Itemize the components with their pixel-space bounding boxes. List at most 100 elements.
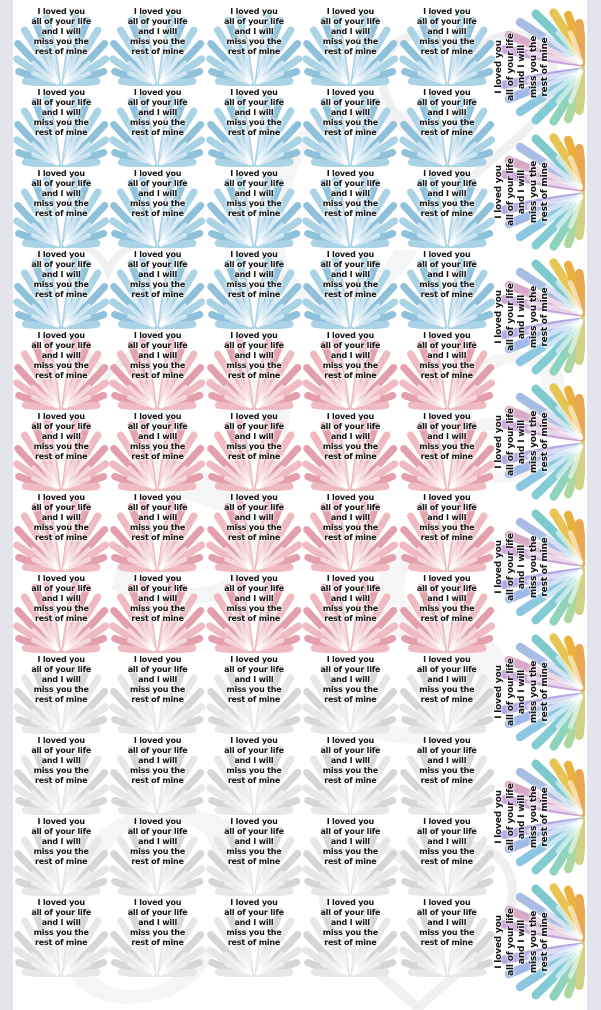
sticker-text-line: I loved you [37, 736, 86, 745]
angel-wings-icon [109, 903, 206, 977]
sticker-text-line: all of your life [31, 827, 92, 836]
memorial-wing-sticker-blue: I loved you all of your life and I will … [13, 248, 110, 329]
right-wing [61, 255, 110, 329]
rotated-sticker-wrapper: I loved you all of your life and I will … [491, 382, 585, 501]
left-wing [109, 12, 158, 86]
sticker-text-line: miss you the [226, 361, 282, 370]
left-wing [206, 498, 254, 572]
sticker-verse: I loved you all of your life and I will … [494, 383, 552, 501]
sticker-text-line: and I will [41, 918, 81, 927]
sticker-text-line: rest of mine [324, 47, 377, 56]
sticker-text-line: rest of mine [540, 286, 551, 347]
left-wing [206, 741, 254, 815]
left-wing [13, 336, 61, 410]
angel-wings-icon [206, 336, 302, 410]
sticker-text-line: I loved you [37, 88, 86, 97]
sticker-text-line: and I will [41, 27, 81, 36]
angel-wings-icon [302, 903, 399, 977]
sticker-text-line: I loved you [423, 493, 471, 502]
memorial-wing-sticker-white: I loved you all of your life and I will … [398, 653, 495, 734]
memorial-wing-sticker-white: I loved you all of your life and I will … [206, 896, 302, 977]
sticker-text-line: miss you the [419, 928, 475, 937]
memorial-wing-sticker-rainbow: I loved you all of your life and I will … [491, 7, 585, 126]
sticker-verse: I loved you all of your life and I will … [109, 412, 205, 462]
sticker-text-line: I loved you [326, 412, 375, 421]
left-wing [109, 417, 158, 491]
right-wing [157, 336, 206, 410]
angel-wings-icon [500, 382, 585, 501]
sticker-text-line: and I will [138, 756, 178, 765]
sticker-verse: I loved you all of your life and I will … [302, 88, 398, 138]
sticker-text-line: and I will [138, 594, 178, 603]
sticker-verse: I loved you all of your life and I will … [399, 574, 495, 624]
sticker-text-line: rest of mine [131, 371, 184, 380]
sticker-text-line: miss you the [130, 118, 186, 127]
angel-wings-icon [206, 93, 302, 167]
sticker-text-line: I loved you [423, 817, 471, 826]
sticker-text-line: miss you the [322, 928, 378, 937]
sticker-text-line: I loved you [133, 574, 182, 583]
left-wing [109, 660, 158, 734]
memorial-wing-sticker-white: I loved you all of your life and I will … [109, 896, 206, 977]
sticker-text-line: rest of mine [420, 533, 474, 542]
left-wing [398, 660, 447, 734]
sticker-text-line: and I will [517, 44, 528, 89]
angel-wings-icon [13, 255, 110, 329]
sticker-text-line: miss you the [322, 766, 378, 775]
sticker-text-line: and I will [427, 351, 467, 360]
right-wing [61, 336, 110, 410]
sticker-text-line: rest of mine [131, 533, 184, 542]
sticker-text-line: rest of mine [420, 776, 474, 785]
sticker-text-line: I loved you [423, 574, 471, 583]
sticker-text-line: and I will [234, 837, 274, 846]
angel-wings-icon [206, 822, 302, 896]
angel-wings-icon [302, 93, 399, 167]
memorial-wing-sticker-white: I loved you all of your life and I will … [398, 734, 495, 815]
sticker-text-line: I loved you [326, 7, 375, 16]
sticker-text-line: rest of mine [324, 938, 377, 947]
sticker-verse: I loved you all of your life and I will … [109, 817, 205, 867]
sticker-text-line: rest of mine [324, 533, 377, 542]
angel-wings-icon [109, 822, 206, 896]
sticker-text-line: all of your life [416, 665, 477, 674]
sticker-text-line: and I will [330, 513, 370, 522]
right-wing [500, 382, 585, 442]
angel-wings-icon [500, 132, 585, 251]
left-wing [13, 255, 61, 329]
sticker-text-line: miss you the [226, 928, 282, 937]
sticker-text-line: and I will [427, 675, 467, 684]
right-wing [61, 12, 110, 86]
right-wing [157, 417, 206, 491]
sticker-text-line: I loved you [37, 574, 86, 583]
memorial-wing-sticker-pink: I loved you all of your life and I will … [398, 329, 495, 410]
right-wing [157, 93, 206, 167]
memorial-wing-sticker-white: I loved you all of your life and I will … [302, 734, 399, 815]
sticker-text-line: rest of mine [131, 452, 184, 461]
memorial-wing-sticker-rainbow: I loved you all of your life and I will … [491, 757, 585, 876]
rotated-sticker-slot: I loved you all of your life and I will … [490, 879, 586, 1004]
sticker-text-line: and I will [41, 189, 81, 198]
sticker-text-line: and I will [138, 108, 178, 117]
left-wing [500, 566, 585, 626]
rotated-sticker-wrapper: I loved you all of your life and I will … [491, 757, 585, 876]
sticker-text-line: I loved you [230, 898, 278, 907]
sticker-text-line: miss you the [419, 442, 475, 451]
sticker-text-line: miss you the [528, 535, 539, 598]
left-wing [206, 579, 254, 653]
sticker-text-line: all of your life [224, 746, 284, 755]
sticker-verse: I loved you all of your life and I will … [206, 898, 302, 948]
right-wing [350, 822, 399, 896]
right-wing [157, 174, 206, 248]
sticker-text-line: miss you the [528, 660, 539, 723]
sticker-verse: I loved you all of your life and I will … [302, 817, 398, 867]
sticker-text-line: miss you the [226, 118, 282, 127]
sticker-text-line: all of your life [224, 179, 284, 188]
sticker-text-line: rest of mine [227, 290, 281, 299]
right-wing [500, 757, 585, 817]
sticker-text-line: and I will [427, 918, 467, 927]
sticker-text-line: I loved you [423, 736, 471, 745]
sticker-text-line: rest of mine [540, 411, 551, 472]
angel-wings-icon [13, 741, 110, 815]
sticker-verse: I loved you all of your life and I will … [399, 736, 495, 786]
sticker-text-line: all of your life [31, 503, 92, 512]
